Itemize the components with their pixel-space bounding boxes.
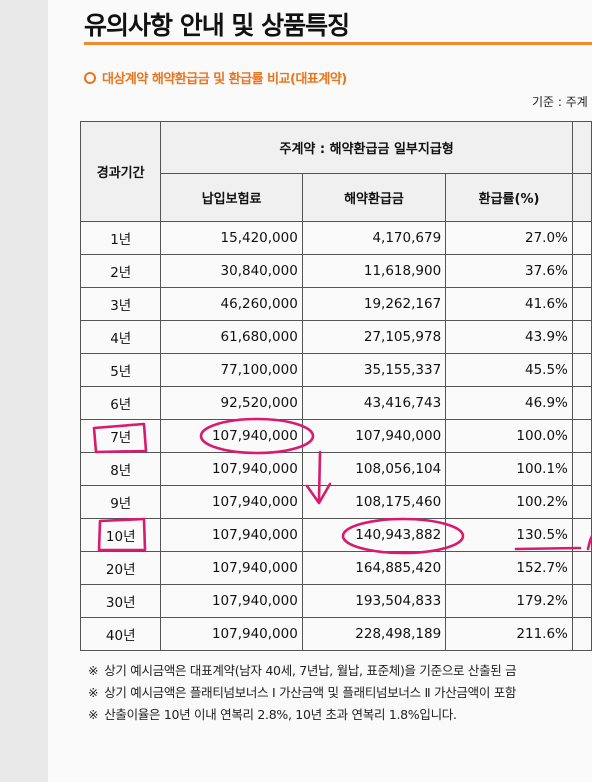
premium-cell: 15,420,000 <box>160 221 303 255</box>
clipped-header-cell <box>571 121 592 174</box>
title-underline <box>84 42 592 45</box>
table-row: 4년 61,680,000 27,105,978 43.9% <box>79 320 592 354</box>
basis-label: 기준 : 주계 <box>532 95 588 109</box>
table-row: 30년 107,940,000 193,504,833 179.2% <box>79 584 592 618</box>
section-subtitle-text: 대상계약 해약환급금 및 환급률 비교(대표계약) <box>102 72 347 87</box>
clipped-cell <box>571 617 592 651</box>
table-row: 1년 15,420,000 4,170,679 27.0% <box>79 221 592 255</box>
footnote-line: ※ 산출이율은 10년 이내 연복리 2.8%, 10년 초과 연복리 1.8%입… <box>88 707 457 722</box>
period-cell: 6년 <box>79 386 162 420</box>
rate-cell: 130.5% <box>445 518 573 552</box>
rate-cell: 43.9% <box>445 320 573 354</box>
period-cell: 2년 <box>79 254 162 288</box>
clipped-cell <box>571 518 592 552</box>
premium-cell: 30,840,000 <box>160 254 303 288</box>
refund-cell: 4,170,679 <box>301 221 447 255</box>
period-cell: 10년 <box>79 518 162 552</box>
refund-cell: 228,498,189 <box>301 617 447 651</box>
refund-cell: 35,155,337 <box>301 353 447 387</box>
clipped-cell <box>571 287 592 321</box>
premium-header: 납입보험료 <box>160 173 303 222</box>
period-cell: 4년 <box>79 320 162 354</box>
table-row: 3년 46,260,000 19,262,167 41.6% <box>79 287 592 321</box>
refund-cell: 107,940,000 <box>301 419 447 453</box>
rate-cell: 27.0% <box>445 221 573 255</box>
premium-cell: 107,940,000 <box>160 584 303 618</box>
refund-cell: 193,504,833 <box>301 584 447 618</box>
rate-cell: 152.7% <box>445 551 573 585</box>
rate-cell: 211.6% <box>445 617 573 651</box>
refund-cell: 108,175,460 <box>301 485 447 519</box>
group-header: 주계약 : 해약환급금 일부지급형 <box>160 121 573 174</box>
premium-cell: 46,260,000 <box>160 287 303 321</box>
period-cell: 3년 <box>79 287 162 321</box>
clipped-cell <box>571 452 592 486</box>
footnote-line: ※ 상기 예시금액은 플래티넘보너스 Ⅰ 가산금액 및 플래티넘보너스 Ⅱ 가산금… <box>88 685 517 700</box>
premium-cell: 107,940,000 <box>160 551 303 585</box>
circle-bullet-icon <box>84 72 96 84</box>
rate-cell: 46.9% <box>445 386 573 420</box>
clipped-header-cell <box>571 173 592 222</box>
period-cell: 30년 <box>79 584 162 618</box>
period-cell: 7년 <box>79 419 162 453</box>
table-row: 8년 107,940,000 108,056,104 100.1% <box>79 452 592 486</box>
premium-cell: 77,100,000 <box>160 353 303 387</box>
period-cell: 9년 <box>79 485 162 519</box>
period-cell: 40년 <box>79 617 162 651</box>
clipped-cell <box>571 386 592 420</box>
premium-cell: 107,940,000 <box>160 485 303 519</box>
table-row: 10년 107,940,000 140,943,882 130.5% <box>79 518 592 552</box>
section-subtitle: 대상계약 해약환급금 및 환급률 비교(대표계약) <box>84 68 347 87</box>
clipped-cell <box>571 584 592 618</box>
rate-cell: 100.1% <box>445 452 573 486</box>
clipped-cell <box>571 353 592 387</box>
table-row: 20년 107,940,000 164,885,420 152.7% <box>79 551 592 585</box>
table-row: 2년 30,840,000 11,618,900 37.6% <box>79 254 592 288</box>
clipped-cell <box>571 254 592 288</box>
refund-cell: 19,262,167 <box>301 287 447 321</box>
rate-header: 환급률(%) <box>445 173 573 222</box>
premium-cell: 107,940,000 <box>160 452 303 486</box>
clipped-cell <box>571 419 592 453</box>
clipped-cell <box>571 320 592 354</box>
clipped-cell <box>571 551 592 585</box>
clipped-cell <box>571 221 592 255</box>
table-row: 7년 107,940,000 107,940,000 100.0% <box>79 419 592 453</box>
rate-cell: 37.6% <box>445 254 573 288</box>
page-title: 유의사항 안내 및 상품특징 <box>84 11 350 40</box>
table-row: 40년 107,940,000 228,498,189 211.6% <box>79 617 592 651</box>
refund-cell: 140,943,882 <box>301 518 447 552</box>
refund-cell: 108,056,104 <box>301 452 447 486</box>
period-cell: 5년 <box>79 353 162 387</box>
document-page: 유의사항 안내 및 상품특징 대상계약 해약환급금 및 환급률 비교(대표계약)… <box>48 0 592 782</box>
premium-cell: 107,940,000 <box>160 419 303 453</box>
footnote-line: ※ 상기 예시금액은 대표계약(남자 40세, 7년납, 월납, 표준체)을 기준… <box>88 663 517 678</box>
table-row: 9년 107,940,000 108,175,460 100.2% <box>79 485 592 519</box>
rate-cell: 100.0% <box>445 419 573 453</box>
refund-cell: 43,416,743 <box>301 386 447 420</box>
rate-cell: 45.5% <box>445 353 573 387</box>
period-cell: 8년 <box>79 452 162 486</box>
refund-cell: 27,105,978 <box>301 320 447 354</box>
footnotes: ※ 상기 예시금액은 대표계약(남자 40세, 7년납, 월납, 표준체)을 기준… <box>88 660 517 726</box>
period-cell: 1년 <box>79 221 162 255</box>
table-row: 6년 92,520,000 43,416,743 46.9% <box>79 386 592 420</box>
clipped-cell <box>571 485 592 519</box>
table-row: 5년 77,100,000 35,155,337 45.5% <box>79 353 592 387</box>
premium-cell: 92,520,000 <box>160 386 303 420</box>
rate-cell: 179.2% <box>445 584 573 618</box>
premium-cell: 107,940,000 <box>160 518 303 552</box>
table-body: 1년 15,420,000 4,170,679 27.0% 2년 30,840,000 11… <box>79 221 592 651</box>
premium-cell: 107,940,000 <box>160 617 303 651</box>
rate-cell: 41.6% <box>445 287 573 321</box>
refund-header: 해약환급금 <box>301 173 447 222</box>
period-header: 경과기간 <box>79 121 162 222</box>
rate-cell: 100.2% <box>445 485 573 519</box>
refund-cell: 164,885,420 <box>301 551 447 585</box>
refund-table: 경과기간 주계약 : 해약환급금 일부지급형 납입보험료 해약환급금 환급률(%… <box>79 121 592 651</box>
premium-cell: 61,680,000 <box>160 320 303 354</box>
refund-cell: 11,618,900 <box>301 254 447 288</box>
period-cell: 20년 <box>79 551 162 585</box>
